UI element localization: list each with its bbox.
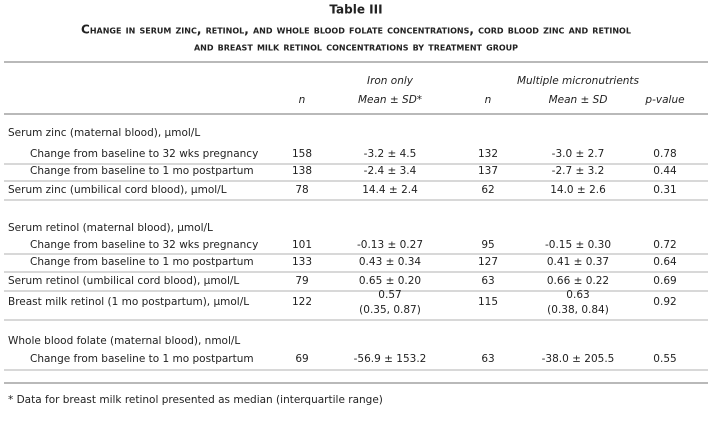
cell: 132 xyxy=(478,148,498,160)
group-header: Multiple micronutrients xyxy=(517,75,640,87)
cell: 95 xyxy=(481,239,494,251)
cell: 0.78 xyxy=(653,148,676,160)
cell: 0.64 xyxy=(653,256,677,268)
cell: 0.92 xyxy=(653,296,676,308)
column-header: p-value xyxy=(644,94,684,106)
table-subtitle: and breast milk retinol concentrations b… xyxy=(194,40,518,54)
row-label: Breast milk retinol (1 mo postpartum), μ… xyxy=(8,296,249,308)
row-label: Change from baseline to 1 mo postpartum xyxy=(30,353,254,365)
column-header: n xyxy=(299,94,306,106)
cell: -2.4 ± 3.4 xyxy=(364,165,417,177)
cell: 78 xyxy=(295,184,308,196)
row-label: Serum zinc (umbilical cord blood), μmol/… xyxy=(8,184,227,196)
cell: 63 xyxy=(481,275,494,287)
row-label: Change from baseline to 32 wks pregnancy xyxy=(30,148,258,160)
cell: 138 xyxy=(292,165,312,177)
cell: 0.43 ± 0.34 xyxy=(359,256,422,268)
cell: -0.13 ± 0.27 xyxy=(357,239,423,251)
cell: 0.69 xyxy=(653,275,676,287)
cell: 14.4 ± 2.4 xyxy=(362,184,418,196)
cell: 0.55 xyxy=(653,353,676,365)
row-label: Change from baseline to 32 wks pregnancy xyxy=(30,239,258,251)
cell: -38.0 ± 205.5 xyxy=(542,353,615,365)
cell: (0.35, 0.87) xyxy=(359,304,421,316)
cell: 63 xyxy=(481,353,494,365)
cell: 0.31 xyxy=(653,184,676,196)
cell: 133 xyxy=(292,256,312,268)
table-subtitle: Change in serum zinc, retinol, and whole… xyxy=(81,23,631,37)
cell: -2.7 ± 3.2 xyxy=(552,165,605,177)
cell: 0.63 xyxy=(566,289,589,301)
column-header: n xyxy=(485,94,492,106)
table-title: Table III xyxy=(329,3,382,17)
column-header: Mean ± SD* xyxy=(358,94,422,106)
row-label: Serum zinc (maternal blood), μmol/L xyxy=(8,127,200,139)
cell: 69 xyxy=(295,353,308,365)
cell: -3.2 ± 4.5 xyxy=(364,148,417,160)
row-label: Change from baseline to 1 mo postpartum xyxy=(30,165,254,177)
cell: 137 xyxy=(478,165,498,177)
cell: 0.44 xyxy=(653,165,677,177)
group-header: Iron only xyxy=(367,75,414,87)
cell: 127 xyxy=(478,256,498,268)
cell: 0.66 ± 0.22 xyxy=(547,275,609,287)
cell: 158 xyxy=(292,148,312,160)
footnote: * Data for breast milk retinol presented… xyxy=(8,394,383,406)
cell: 0.57 xyxy=(378,289,401,301)
cell: -0.15 ± 0.30 xyxy=(545,239,611,251)
row-label: Serum retinol (umbilical cord blood), μm… xyxy=(8,275,239,287)
cell: 0.41 ± 0.37 xyxy=(547,256,609,268)
cell: 79 xyxy=(295,275,308,287)
cell: 62 xyxy=(481,184,494,196)
cell: 101 xyxy=(292,239,312,251)
cell: -56.9 ± 153.2 xyxy=(354,353,427,365)
row-label: Whole blood folate (maternal blood), nmo… xyxy=(8,335,240,347)
cell: 115 xyxy=(478,296,498,308)
cell: 0.65 ± 0.20 xyxy=(359,275,421,287)
row-label: Change from baseline to 1 mo postpartum xyxy=(30,256,254,268)
cell: (0.38, 0.84) xyxy=(547,304,609,316)
row-label: Serum retinol (maternal blood), μmol/L xyxy=(8,222,213,234)
cell: 14.0 ± 2.6 xyxy=(550,184,606,196)
cell: -3.0 ± 2.7 xyxy=(552,148,605,160)
cell: 0.72 xyxy=(653,239,676,251)
cell: 122 xyxy=(292,296,312,308)
column-header: Mean ± SD xyxy=(549,94,608,106)
